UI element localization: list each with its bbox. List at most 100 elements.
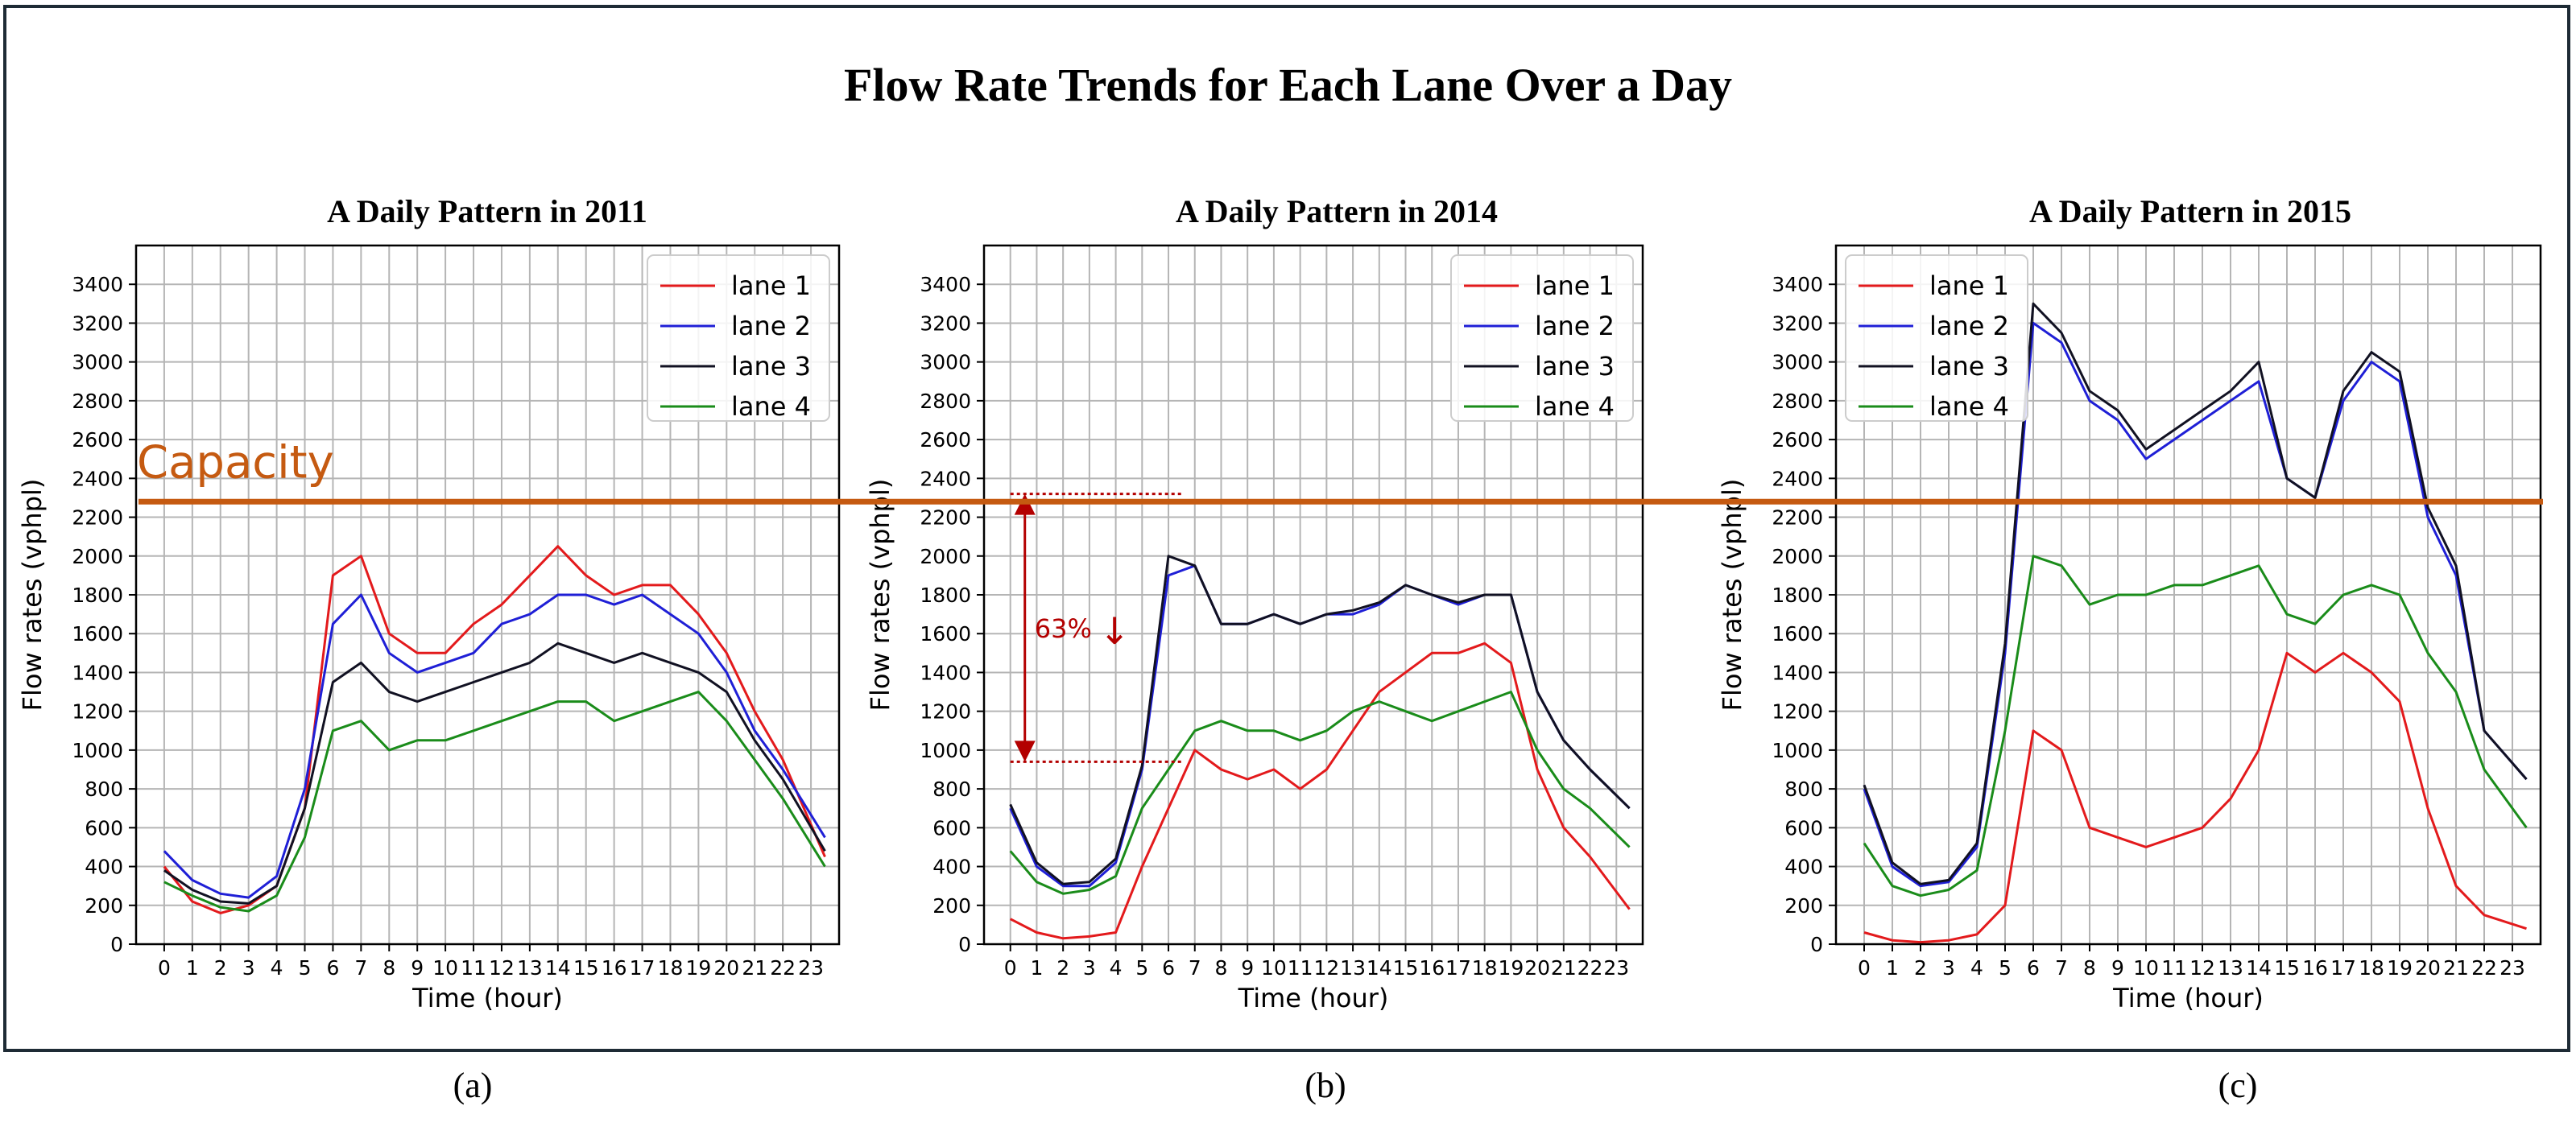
chart-title: A Daily Pattern in 2015 (2029, 193, 2351, 229)
x-tick-label: 16 (1419, 956, 1445, 980)
x-axis-label: Time (hour) (411, 983, 563, 1013)
y-tick-label: 2200 (1772, 506, 1823, 530)
x-tick-label: 18 (2359, 956, 2384, 980)
y-tick-label: 2800 (1772, 390, 1823, 413)
x-tick-label: 15 (2274, 956, 2300, 980)
x-tick-label: 23 (1603, 956, 1629, 980)
y-tick-label: 2600 (1772, 428, 1823, 452)
y-tick-label: 1800 (72, 584, 123, 607)
x-tick-label: 3 (242, 956, 255, 980)
x-tick-label: 8 (1215, 956, 1228, 980)
x-tick-label: 19 (2387, 956, 2413, 980)
y-tick-label: 1600 (72, 622, 123, 646)
x-tick-label: 23 (798, 956, 824, 980)
y-tick-label: 3400 (920, 273, 971, 296)
chart-title: A Daily Pattern in 2011 (327, 193, 647, 229)
legend-label: lane 4 (731, 391, 811, 422)
x-tick-label: 15 (1393, 956, 1419, 980)
legend-label: lane 4 (1535, 391, 1615, 422)
x-tick-label: 2 (1914, 956, 1927, 980)
x-tick-label: 6 (1162, 956, 1175, 980)
y-axis-label: Flow rates (vphpl) (865, 479, 895, 712)
caption-b: (b) (1305, 1066, 1346, 1105)
series-line-lane-3 (1009, 555, 1631, 885)
y-tick-label: 0 (958, 933, 971, 956)
x-tick-label: 3 (1083, 956, 1096, 980)
x-tick-label: 14 (545, 956, 571, 980)
x-tick-label: 4 (1110, 956, 1123, 980)
legend-label: lane 1 (1535, 270, 1615, 301)
y-tick-label: 3000 (1772, 351, 1823, 374)
annotation-63: 63% ↓ (1010, 493, 1182, 763)
y-tick-label: 2800 (72, 390, 123, 413)
figure-frame (3, 5, 2570, 1052)
x-tick-label: 22 (2471, 956, 2497, 980)
x-tick-label: 10 (432, 956, 458, 980)
y-tick-label: 400 (932, 856, 971, 879)
x-tick-label: 13 (517, 956, 543, 980)
legend-box (1845, 254, 2028, 422)
x-tick-label: 17 (2330, 956, 2356, 980)
caption-a: (a) (453, 1066, 493, 1105)
y-tick-label: 3200 (920, 312, 971, 335)
series-line-lane-1 (1863, 651, 2527, 944)
y-tick-label: 1000 (72, 739, 123, 762)
x-tick-label: 21 (2443, 956, 2469, 980)
legend-label: lane 1 (731, 270, 811, 301)
y-tick-label: 800 (932, 778, 971, 801)
x-tick-label: 13 (2218, 956, 2243, 980)
x-tick-label: 11 (2161, 956, 2187, 980)
x-tick-label: 23 (2500, 956, 2525, 980)
y-tick-label: 2600 (72, 428, 123, 452)
y-tick-label: 0 (1810, 933, 1823, 956)
legend-label: lane 2 (1535, 311, 1615, 341)
y-tick-label: 2200 (920, 506, 971, 530)
series-line-lane-3 (163, 642, 826, 905)
y-tick-label: 1200 (920, 700, 971, 724)
y-tick-label: 200 (932, 894, 971, 918)
x-tick-label: 4 (1970, 956, 1983, 980)
annotation-label: 63% (1035, 613, 1092, 644)
x-tick-label: 14 (1367, 956, 1392, 980)
x-tick-label: 12 (2189, 956, 2215, 980)
x-tick-label: 5 (1135, 956, 1148, 980)
series-line-lane-4 (1863, 555, 2528, 897)
x-tick-label: 7 (2055, 956, 2068, 980)
y-tick-label: 600 (932, 816, 971, 840)
x-tick-label: 0 (1858, 956, 1871, 980)
legend-box (1450, 254, 1634, 422)
y-tick-label: 2000 (920, 545, 971, 568)
y-tick-label: 1400 (72, 661, 123, 684)
y-tick-label: 3000 (72, 351, 123, 374)
y-tick-label: 2400 (72, 467, 123, 490)
x-tick-label: 6 (326, 956, 339, 980)
series-line-lane-4 (163, 691, 826, 913)
y-tick-label: 1400 (920, 661, 971, 684)
y-tick-label: 2800 (920, 390, 971, 413)
x-tick-label: 3 (1942, 956, 1955, 980)
y-tick-label: 400 (1784, 856, 1823, 879)
x-tick-label: 19 (685, 956, 711, 980)
caption-c: (c) (2218, 1066, 2258, 1105)
x-tick-label: 22 (770, 956, 796, 980)
x-tick-label: 20 (2415, 956, 2441, 980)
x-tick-label: 20 (713, 956, 739, 980)
series-line-lane-1 (1010, 642, 1631, 940)
x-tick-label: 18 (658, 956, 684, 980)
y-tick-label: 3400 (1772, 273, 1823, 296)
y-axis-label: Flow rates (vphpl) (1717, 479, 1747, 712)
y-tick-label: 3200 (1772, 312, 1823, 335)
x-tick-label: 6 (2027, 956, 2040, 980)
x-tick-label: 17 (630, 956, 655, 980)
x-tick-label: 18 (1472, 956, 1498, 980)
x-tick-label: 10 (1261, 956, 1287, 980)
y-tick-label: 1000 (920, 739, 971, 762)
legend-label: lane 3 (1929, 351, 2009, 382)
x-tick-label: 4 (271, 956, 283, 980)
y-tick-label: 2000 (72, 545, 123, 568)
x-tick-label: 12 (1313, 956, 1339, 980)
y-tick-label: 2400 (1772, 467, 1823, 490)
y-tick-label: 1200 (1772, 700, 1823, 724)
x-tick-label: 22 (1577, 956, 1603, 980)
